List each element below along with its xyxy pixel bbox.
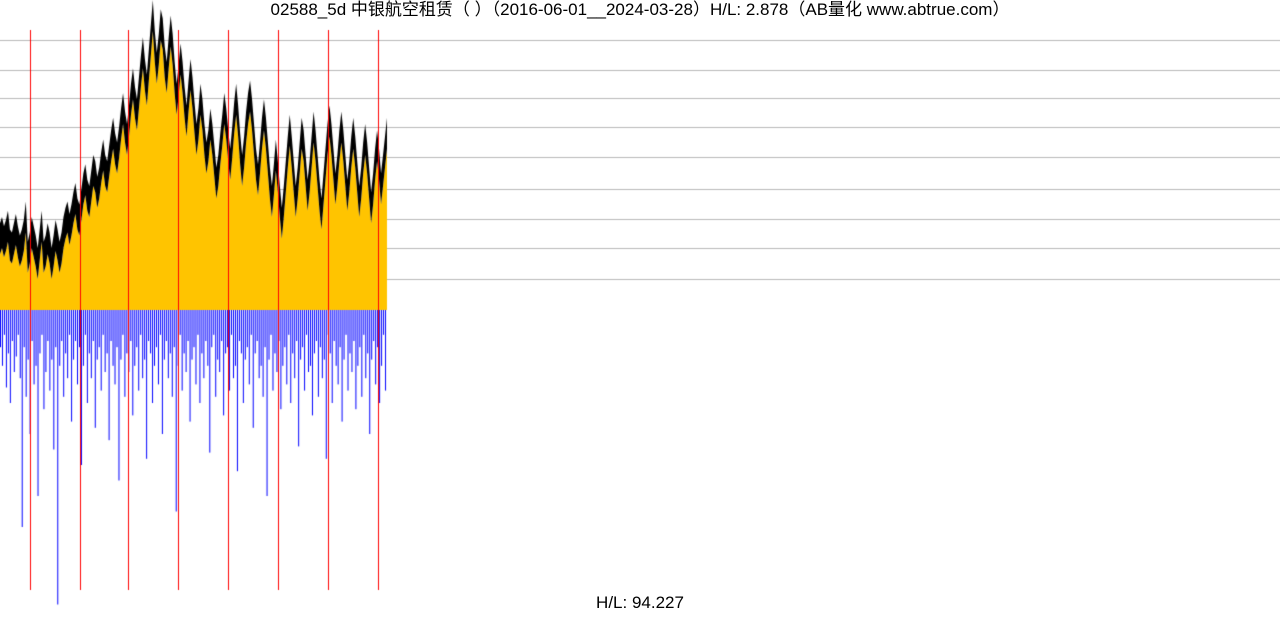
price-volume-chart bbox=[0, 0, 1280, 620]
